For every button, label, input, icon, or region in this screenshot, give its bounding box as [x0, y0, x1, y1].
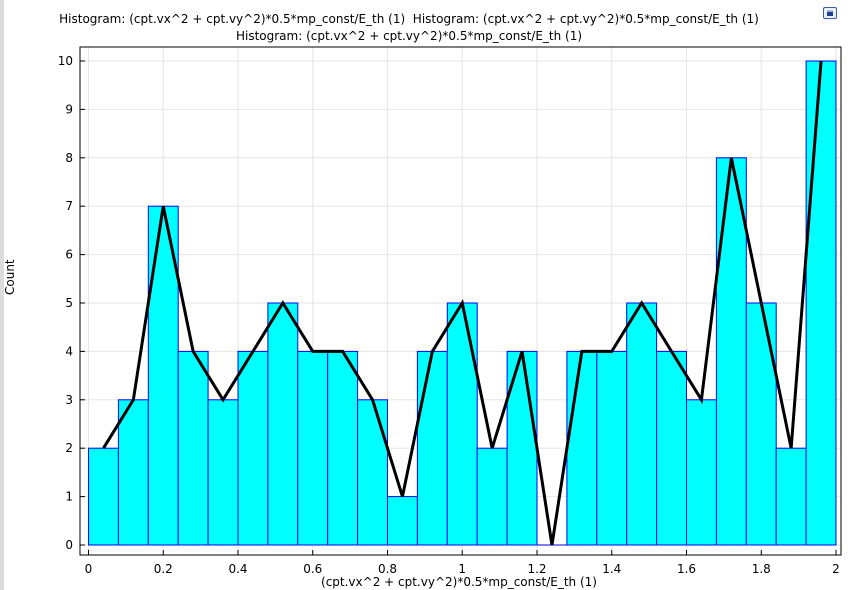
x-tick-label: 1.8 [752, 562, 771, 576]
histogram-bar [237, 350, 269, 546]
plot-window-icon-shine [825, 9, 835, 12]
y-tick-label: 2 [65, 441, 73, 455]
histogram-bar [446, 302, 478, 546]
x-tick-label: 2 [832, 562, 840, 576]
chart-title-line-1: Histogram: (cpt.vx^2 + cpt.vy^2)*0.5*mp_… [59, 12, 759, 26]
histogram-bar [267, 302, 299, 546]
x-axis-label: (cpt.vx^2 + cpt.vy^2)*0.5*mp_const/E_th … [321, 575, 597, 589]
frequency-line [102, 60, 823, 546]
x-tick-label: 0.8 [378, 562, 397, 576]
y-tick-label: 10 [58, 54, 73, 68]
y-tick-label: 1 [65, 490, 73, 504]
histogram-bar [357, 399, 389, 546]
histogram-bar [297, 350, 329, 546]
y-tick-label: 0 [65, 538, 73, 552]
histogram-bar [387, 496, 418, 546]
y-tick-label: 9 [65, 102, 73, 116]
histogram-bar [626, 302, 658, 546]
x-tick-label: 1.2 [527, 562, 546, 576]
y-tick-label: 8 [65, 151, 73, 165]
histogram-bar [686, 399, 717, 546]
plot-window-icon-glyph [827, 10, 833, 16]
y-axis-label: Count [3, 259, 17, 295]
x-tick-label: 0.6 [303, 562, 322, 576]
plot-window-icon[interactable] [823, 7, 837, 19]
x-tick-label: 0 [85, 562, 93, 576]
histogram-bar [177, 350, 209, 546]
histogram-bar [775, 447, 807, 546]
x-tick-label: 1 [458, 562, 466, 576]
histogram-bar [327, 350, 359, 546]
x-tick-label: 1.6 [677, 562, 696, 576]
y-tick-label: 3 [65, 393, 73, 407]
y-tick-label: 5 [65, 296, 73, 310]
window-left-border [0, 0, 4, 590]
axes-frame [79, 46, 842, 556]
histogram-bar [207, 399, 239, 546]
x-tick-label: 1.4 [602, 562, 621, 576]
chart-title-line-2: Histogram: (cpt.vx^2 + cpt.vy^2)*0.5*mp_… [235, 29, 583, 43]
histogram-bar [117, 399, 149, 546]
histogram-bar [416, 350, 448, 546]
histogram-bar [805, 60, 837, 546]
y-tick-label: 6 [65, 248, 73, 262]
histogram-bar [745, 302, 777, 546]
histogram-bar [476, 447, 508, 546]
x-tick-label: 0.2 [154, 562, 173, 576]
y-tick-label: 7 [65, 199, 73, 213]
histogram-bar [566, 350, 598, 546]
histogram-bar [596, 350, 628, 546]
y-tick-label: 4 [65, 344, 73, 358]
histogram-bar [88, 447, 119, 546]
x-tick-label: 0.4 [228, 562, 247, 576]
histogram-bar [656, 350, 687, 546]
